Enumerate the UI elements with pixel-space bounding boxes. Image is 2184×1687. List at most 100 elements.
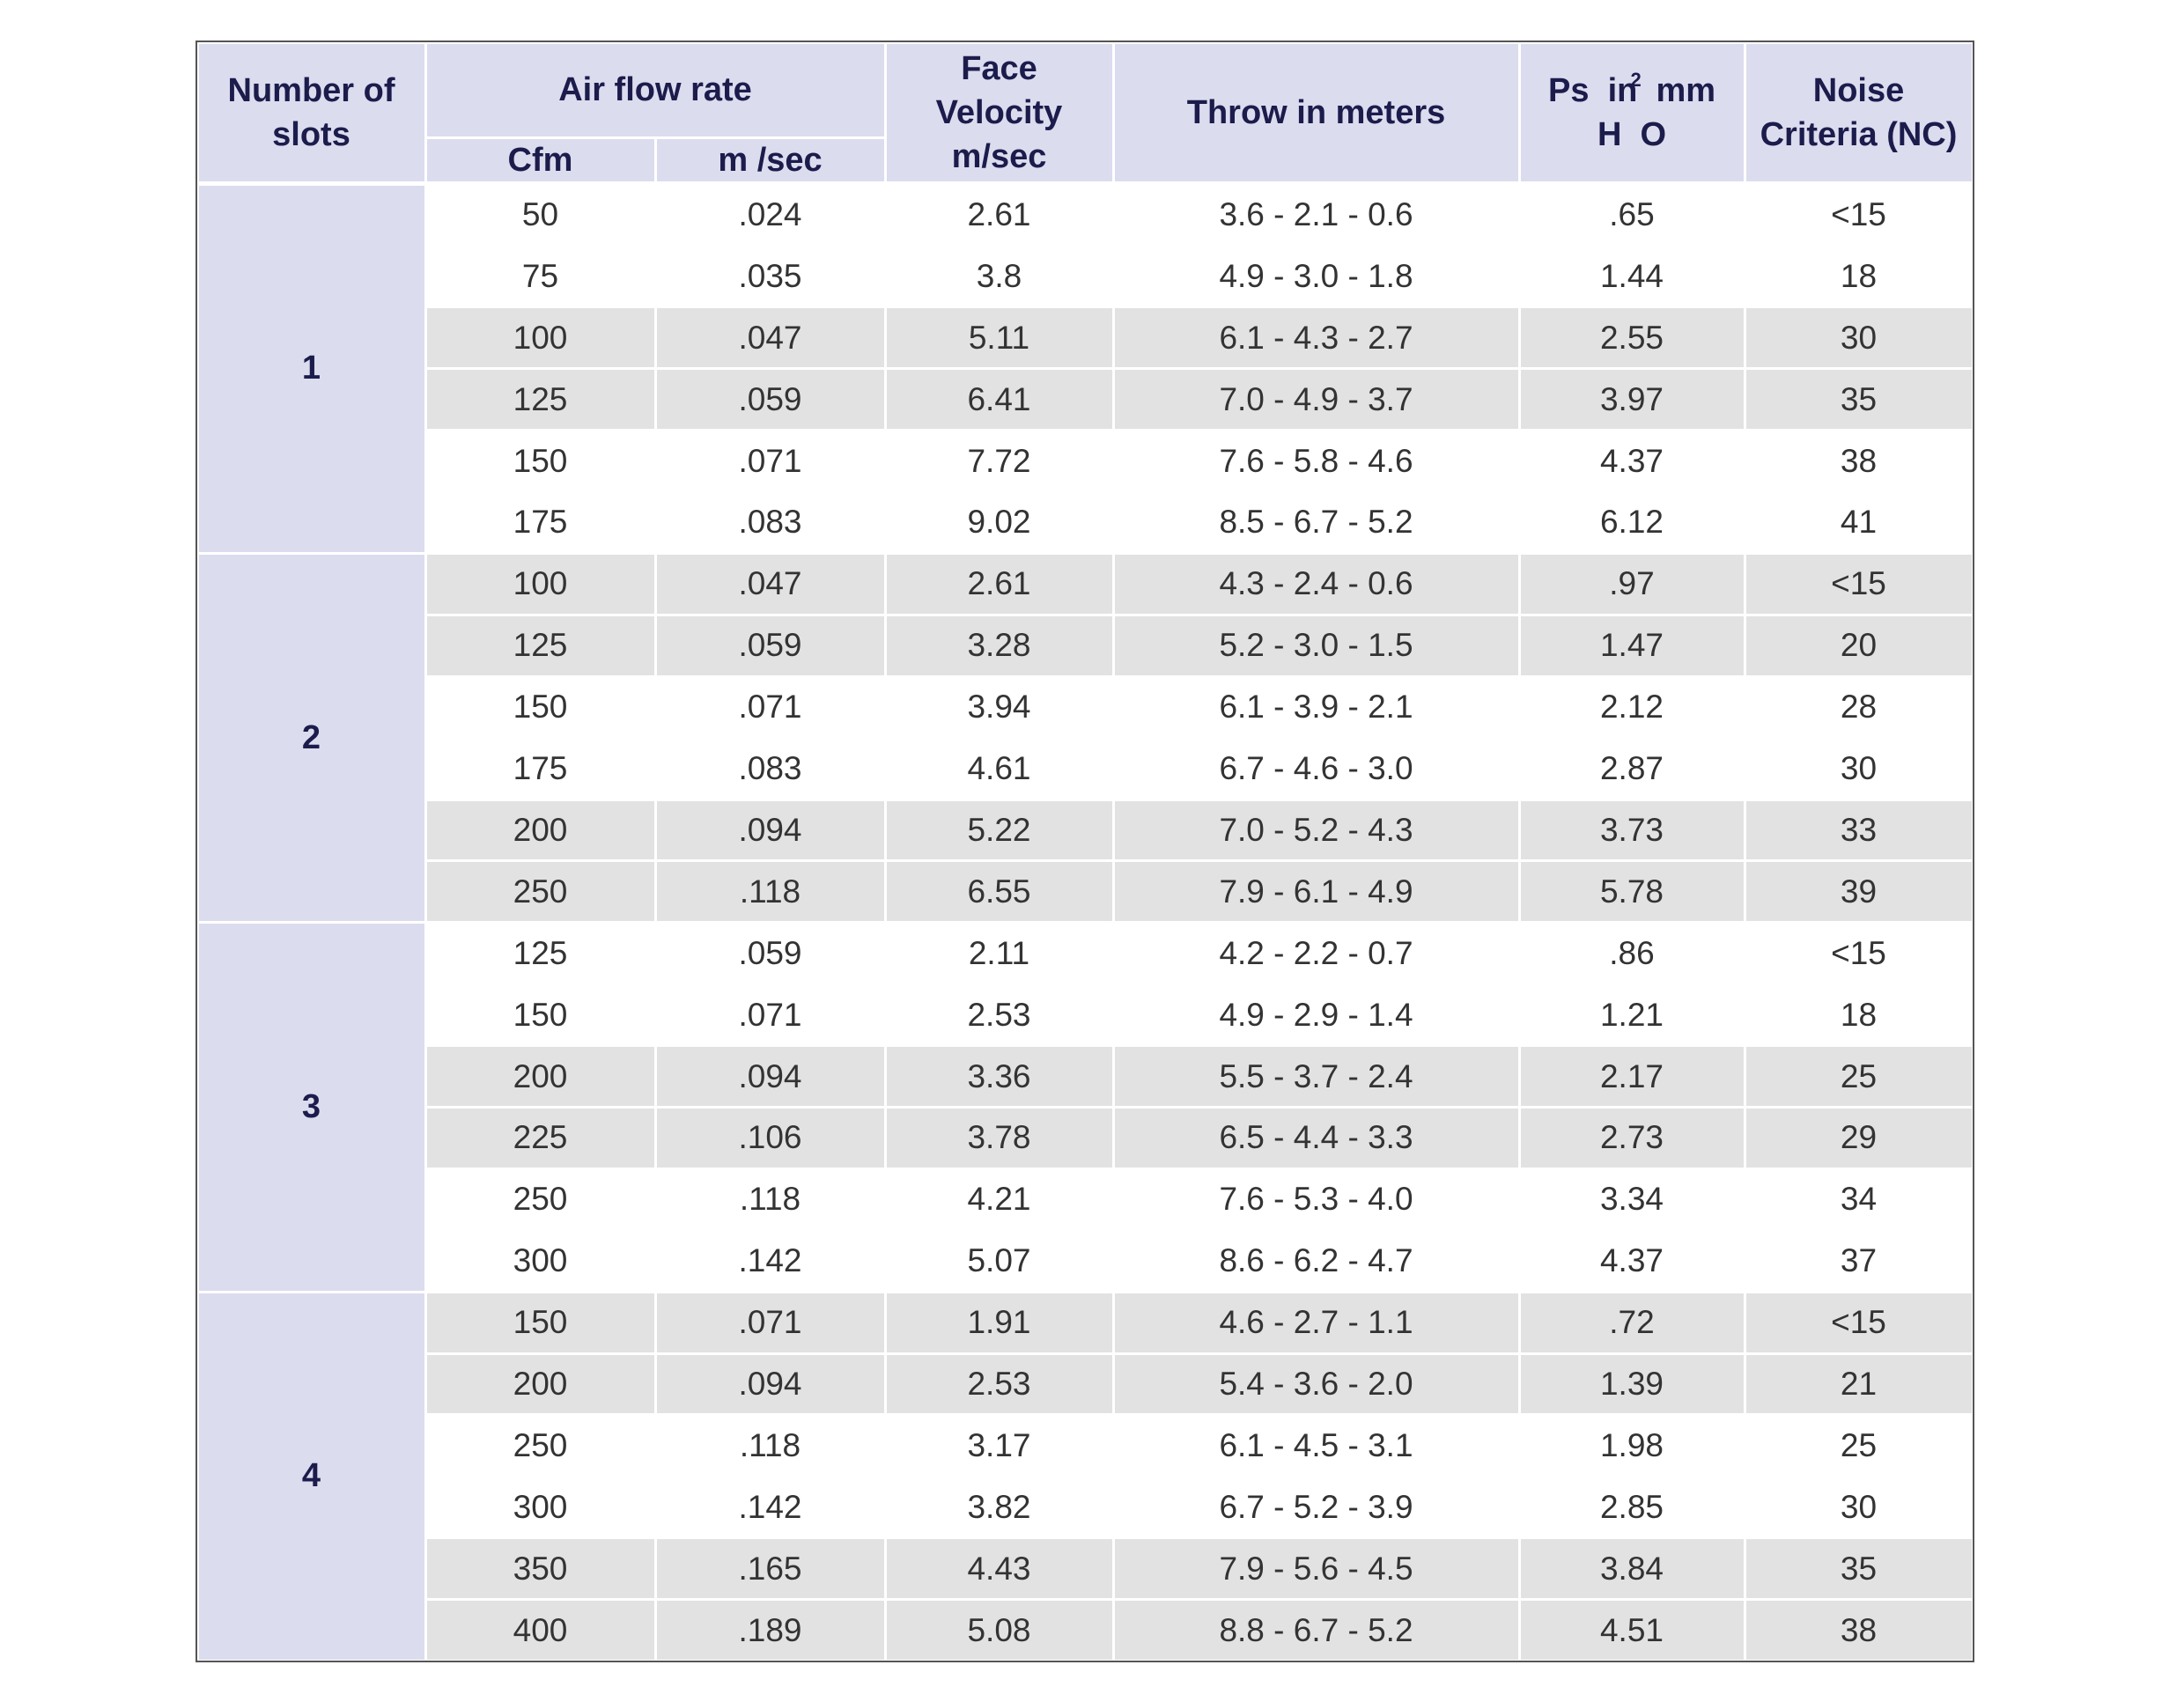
sub-header-cell: Cfm <box>426 138 654 181</box>
table-cell: 400 <box>426 1601 654 1661</box>
cell-text: 21 <box>1840 1366 1878 1403</box>
header-cell: Number of slots <box>198 43 424 181</box>
table-cell: 7.0 - 5.2 - 4.3 <box>1114 800 1518 860</box>
cell-text: 350 <box>513 1550 568 1587</box>
table-cell: 1.21 <box>1521 985 1744 1044</box>
table-cell: 175 <box>427 740 654 799</box>
cell-text: <15 <box>1831 1304 1886 1341</box>
cell-text: 5.2 - 3.0 - 1.5 <box>1219 627 1413 664</box>
table-cell: 225 <box>426 1109 654 1168</box>
cell-text: 7.0 - 5.2 - 4.3 <box>1219 811 1413 848</box>
table-cell: 6.7 - 4.6 - 3.0 <box>1115 740 1518 799</box>
table-cell: .059 <box>657 924 884 983</box>
table-cell: 34 <box>1746 1170 1972 1229</box>
header-text: m/sec <box>951 137 1047 175</box>
table-cell: 5.2 - 3.0 - 1.5 <box>1114 615 1518 675</box>
cell-text: 25 <box>1840 1426 1878 1463</box>
table-cell: 4.2 - 2.2 - 0.7 <box>1115 924 1518 983</box>
cell-text: .035 <box>738 257 802 294</box>
table-cell: .047 <box>656 554 884 614</box>
table-cell: 4.37 <box>1521 431 1744 490</box>
cell-text: 3.84 <box>1599 1550 1664 1587</box>
header-text: Velocity <box>935 93 1063 131</box>
table-cell: 30 <box>1746 1477 1972 1536</box>
cell-text: 175 <box>513 750 568 787</box>
cell-text: 6.1 - 4.3 - 2.7 <box>1219 319 1413 356</box>
cell-text: 4.37 <box>1599 442 1664 479</box>
cell-text: 2.85 <box>1599 1488 1664 1525</box>
cell-text: .97 <box>1609 565 1655 602</box>
table-cell: 3.82 <box>887 1477 1112 1536</box>
table-cell: .024 <box>657 186 884 245</box>
table-cell: 6.55 <box>886 862 1112 922</box>
cell-text: 2.17 <box>1599 1057 1664 1094</box>
table-cell: .118 <box>657 1417 884 1476</box>
cell-text: 3.73 <box>1599 811 1664 848</box>
cell-text: .142 <box>738 1242 802 1279</box>
cell-text: 6.12 <box>1599 504 1664 541</box>
header-cell: Air flow rate <box>426 43 884 136</box>
cell-text: 150 <box>513 996 568 1033</box>
header-cell: Noise Criteria (NC) <box>1745 43 1972 181</box>
cell-text: 3.8 <box>976 257 1022 294</box>
cell-text: 3.6 - 2.1 - 0.6 <box>1219 195 1413 232</box>
cell-text: 6.55 <box>967 873 1031 910</box>
cell-text: 300 <box>513 1242 568 1279</box>
table-cell: .65 <box>1521 186 1744 245</box>
header-text: Criteria (NC) <box>1760 115 1958 153</box>
cell-text: 3.36 <box>967 1057 1031 1094</box>
table-cell: 3.94 <box>887 678 1112 737</box>
superscript: 2 <box>1630 68 1642 91</box>
cell-text: 6.7 - 4.6 - 3.0 <box>1219 750 1413 787</box>
table-cell: 6.12 <box>1521 493 1744 552</box>
cell-text: .118 <box>739 1426 801 1463</box>
group-cell: 3 <box>198 924 424 1291</box>
cell-text: 2.87 <box>1599 750 1664 787</box>
table-cell: .72 <box>1520 1293 1744 1352</box>
table-cell: .106 <box>656 1109 884 1168</box>
table-cell: 38 <box>1745 1601 1972 1661</box>
table-cell: .165 <box>656 1539 884 1599</box>
table-cell: 250 <box>426 862 654 922</box>
cell-text: .165 <box>738 1550 802 1587</box>
header-text: Cfm <box>507 141 573 179</box>
cell-text: 8.6 - 6.2 - 4.7 <box>1219 1242 1413 1279</box>
cell-text: 7.9 - 6.1 - 4.9 <box>1219 873 1413 910</box>
table-cell: 18 <box>1746 985 1972 1044</box>
cell-text: .094 <box>738 1366 802 1403</box>
cell-text: 2.55 <box>1599 319 1664 356</box>
header-text: m /sec <box>718 141 823 179</box>
cell-text: 4.2 - 2.2 - 0.7 <box>1219 934 1413 971</box>
table-cell: 3.84 <box>1520 1539 1744 1599</box>
cell-text: .106 <box>738 1119 802 1156</box>
cell-text: .047 <box>738 565 802 602</box>
cell-text: 3.28 <box>967 627 1031 664</box>
table-cell: 37 <box>1746 1232 1972 1291</box>
cell-text: 18 <box>1840 996 1878 1033</box>
cell-text: 18 <box>1840 257 1878 294</box>
table-cell: 350 <box>426 1539 654 1599</box>
cell-text: 2.53 <box>967 1366 1031 1403</box>
cell-text: 5.07 <box>967 1242 1031 1279</box>
table-cell: 2.53 <box>886 1354 1112 1414</box>
cell-text: 2.61 <box>967 195 1031 232</box>
cell-text: 250 <box>513 1426 568 1463</box>
cell-text: 1.21 <box>1599 996 1664 1033</box>
cell-text: 4.21 <box>967 1181 1031 1218</box>
table-cell: 200 <box>426 800 654 860</box>
cell-text: 1.47 <box>1599 627 1664 664</box>
cell-text: 250 <box>513 873 568 910</box>
group-cell: 1 <box>198 185 424 552</box>
header-text: Air flow rate <box>558 71 752 108</box>
table-cell: 20 <box>1745 615 1972 675</box>
table-cell: 2.53 <box>887 985 1112 1044</box>
table-cell: 150 <box>427 431 654 490</box>
cell-text: 125 <box>513 627 568 664</box>
table-cell: .094 <box>656 1354 884 1414</box>
table-cell: 7.9 - 6.1 - 4.9 <box>1114 862 1518 922</box>
table-cell: 2.17 <box>1520 1047 1744 1106</box>
table-cell: 3.6 - 2.1 - 0.6 <box>1115 186 1518 245</box>
cell-text: 1.91 <box>967 1304 1031 1341</box>
cell-text: 6.5 - 4.4 - 3.3 <box>1219 1119 1413 1156</box>
table-cell: .97 <box>1520 554 1744 614</box>
